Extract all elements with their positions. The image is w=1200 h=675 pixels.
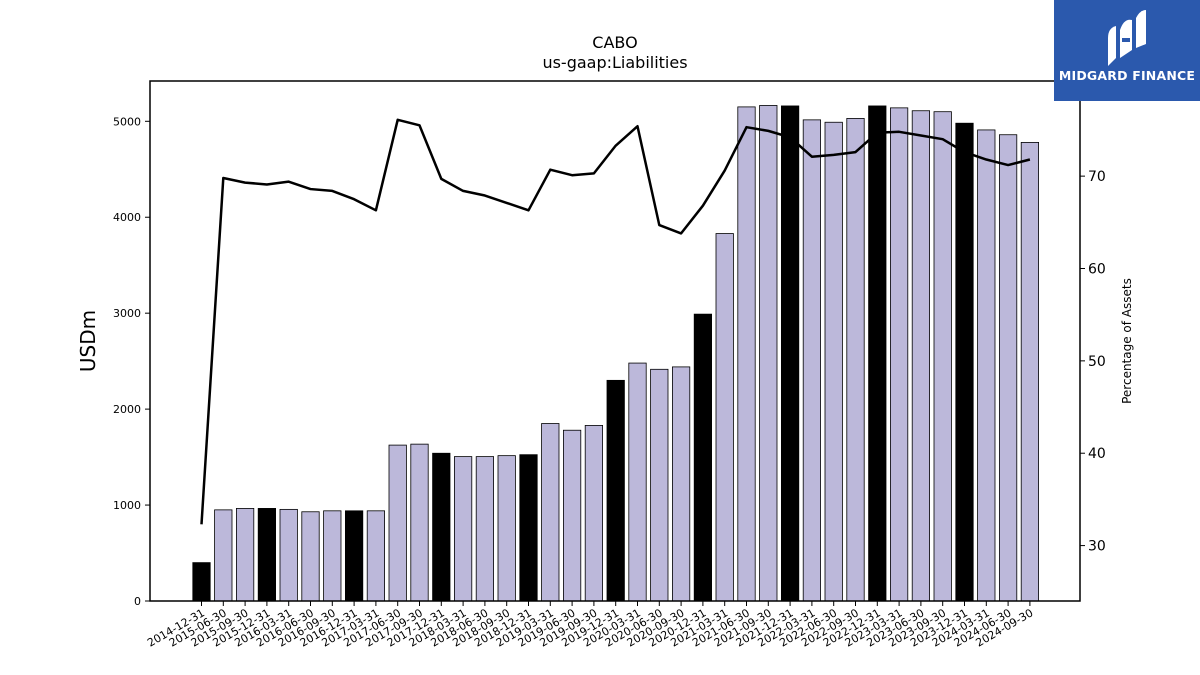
chart-subtitle: us-gaap:Liabilities: [542, 53, 687, 72]
bar-2019-09-30: [584, 425, 604, 602]
bar-2016-06-30: [301, 511, 320, 602]
y2-tick-label: 70: [1088, 169, 1106, 185]
bar-2021-06-30: [737, 106, 756, 602]
bar-2017-12-31: [432, 452, 451, 602]
bar-2024-09-30: [1020, 141, 1040, 602]
bar-2018-06-30: [475, 456, 495, 602]
line-layer: [200, 118, 1031, 525]
x-axis: 2014-12-312015-06-302015-09-302015-12-31…: [145, 601, 1035, 650]
bar-2015-06-30: [214, 509, 233, 602]
bar-2020-06-30: [650, 368, 669, 602]
bar-2020-03-31: [628, 362, 647, 602]
bar-2020-09-30: [672, 366, 691, 602]
bar-2024-03-31: [977, 129, 996, 602]
y2-tick-label: 40: [1088, 446, 1106, 462]
y-tick-label: 1000: [113, 499, 141, 512]
bar-2023-09-30: [933, 111, 952, 602]
bar-2015-09-30: [235, 508, 255, 602]
y-tick-label: 5000: [113, 115, 141, 128]
bar-2018-03-31: [453, 456, 473, 602]
left-axis: 0 1000 2000 3000 4000 5000: [113, 115, 150, 608]
bar-2022-03-31: [802, 119, 822, 602]
percentage-of-assets-line: [200, 118, 1031, 525]
bar-2018-09-30: [497, 455, 516, 602]
bar-2016-12-31: [344, 510, 364, 602]
bar-2022-12-31: [868, 105, 887, 602]
plot-frame: [149, 80, 1081, 602]
bar-2020-12-31: [693, 313, 713, 602]
y-tick-label: 2000: [113, 403, 141, 416]
bar-2016-09-30: [323, 510, 342, 602]
y-tick-label: 0: [134, 595, 141, 608]
y2-tick-label: 50: [1088, 354, 1106, 370]
bar-2021-12-31: [781, 105, 800, 602]
chart-title: CABO: [592, 33, 637, 52]
bar-2019-12-31: [606, 379, 625, 602]
bar-2015-12-31: [257, 508, 277, 602]
bar-2024-06-30: [999, 134, 1018, 602]
bar-2017-06-30: [388, 444, 407, 602]
bar-2023-03-31: [890, 107, 909, 602]
bars-layer: [192, 105, 1040, 602]
right-axis: 30 40 50 60 70: [1080, 169, 1106, 555]
y-tick-label: 3000: [113, 307, 141, 320]
bar-2018-12-31: [519, 454, 538, 602]
bar-2023-06-30: [911, 110, 931, 602]
bar-2022-09-30: [846, 118, 865, 602]
bar-2016-03-31: [279, 508, 298, 602]
bar-2023-12-31: [955, 122, 974, 602]
bar-2017-03-31: [366, 510, 386, 602]
bar-2022-06-30: [824, 121, 843, 602]
y2-axis-label: Percentage of Assets: [1120, 278, 1134, 404]
bar-2014-12-31: [192, 562, 211, 602]
bar-2017-09-30: [410, 443, 429, 602]
y2-tick-label: 60: [1088, 261, 1106, 277]
brand-logo: MIDGARD FINANCE: [1054, 0, 1200, 101]
bar-2019-03-31: [541, 423, 560, 602]
bar-2021-03-31: [715, 233, 734, 602]
bar-2019-06-30: [563, 429, 582, 602]
y-axis-label: USDm: [76, 310, 100, 372]
midgard-logo-icon: [1108, 10, 1146, 66]
y-tick-label: 4000: [113, 211, 141, 224]
bar-2021-09-30: [759, 105, 778, 602]
brand-name: MIDGARD FINANCE: [1058, 68, 1196, 83]
y2-tick-label: 30: [1088, 539, 1106, 555]
